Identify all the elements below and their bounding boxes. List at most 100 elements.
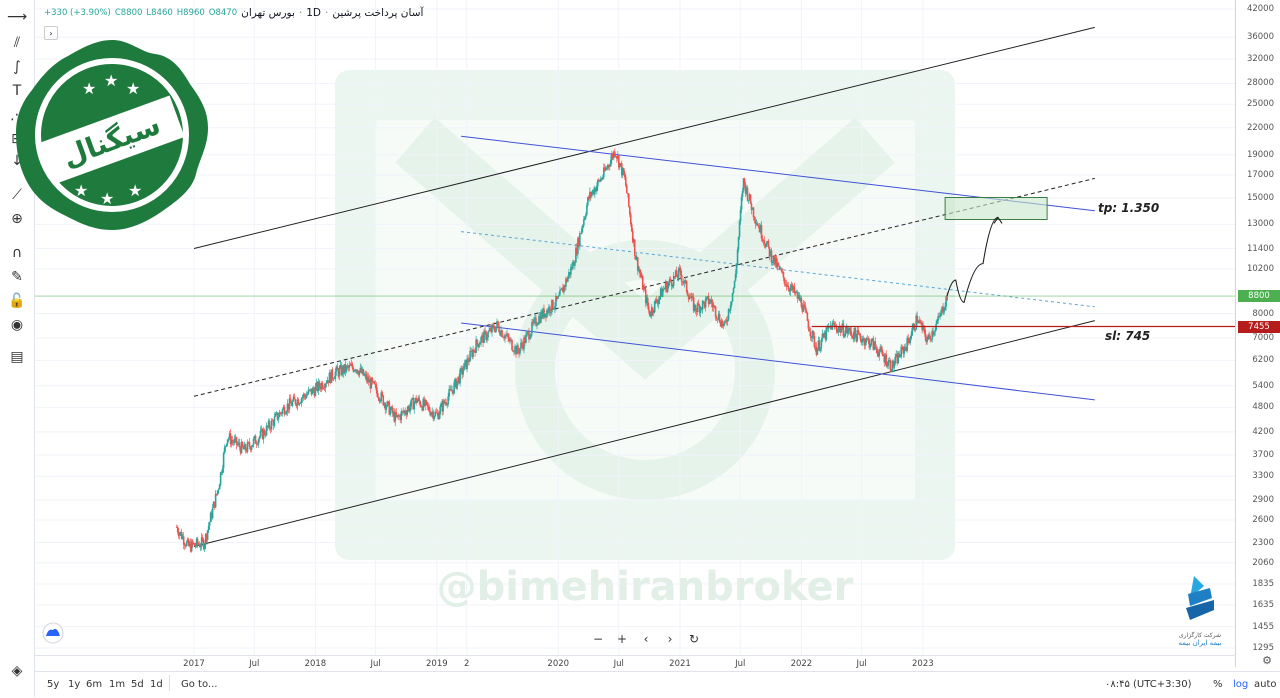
candle-body — [733, 280, 736, 288]
candle-body — [472, 349, 474, 357]
range-6m[interactable]: 6m — [86, 679, 103, 690]
log-toggle[interactable]: log — [1233, 679, 1249, 690]
range-1d[interactable]: 1d — [150, 679, 163, 690]
time-axis[interactable]: 2017 Jul 2018 Jul 2019 2 2020 Jul 2021 Jul 2022 Jul… — [35, 655, 1236, 670]
candle-body — [560, 289, 562, 291]
magnet-icon[interactable]: ∩ — [11, 245, 23, 261]
candle-body — [901, 346, 904, 348]
candle-body — [853, 327, 856, 340]
range-1y[interactable]: 1y — [68, 679, 81, 690]
candle-body — [567, 276, 569, 282]
candle-body — [398, 415, 401, 417]
trendline-tool-icon[interactable]: ⫽ — [13, 35, 21, 51]
candle-body — [930, 339, 932, 341]
candle-body — [713, 305, 716, 307]
candle-body — [858, 333, 861, 335]
reset-chart-button[interactable]: ↻ — [688, 632, 700, 646]
candle-body — [907, 337, 909, 341]
lock-drawings-icon[interactable]: ✎ — [11, 269, 23, 285]
candle-body — [324, 384, 327, 389]
candle-body — [640, 276, 643, 278]
candle-body — [578, 238, 580, 246]
candle-body — [939, 316, 941, 317]
candle-body — [517, 345, 519, 352]
candle-body — [694, 304, 697, 312]
candle-body — [675, 270, 678, 277]
candle-body — [920, 322, 922, 323]
collapse-legend-button[interactable]: › — [44, 26, 58, 40]
cloud-icon[interactable] — [42, 622, 64, 644]
candle-body — [906, 337, 908, 351]
candle-body — [363, 374, 366, 376]
candle-body — [478, 344, 480, 348]
candle-body — [808, 328, 811, 332]
candle-body — [345, 365, 348, 372]
layers-icon[interactable]: ◈ — [11, 663, 23, 679]
candle-body — [411, 398, 414, 400]
candle-body — [839, 326, 842, 333]
zoom-icon[interactable]: ⊕ — [11, 211, 23, 227]
interval-label[interactable]: 1D — [306, 7, 321, 19]
trash-icon[interactable]: ▤ — [10, 349, 24, 365]
candle-body — [630, 224, 633, 232]
candle-body — [931, 331, 933, 340]
price-axis[interactable]: 42000 36000 32000 28000 25000 22000 19000 17000… — [1235, 0, 1280, 667]
candle-body — [585, 214, 587, 218]
candle-body — [461, 368, 463, 375]
star-icon: ★ — [100, 189, 114, 208]
candle-body — [210, 512, 213, 519]
candle-body — [632, 239, 635, 243]
candle-body — [291, 401, 294, 406]
candle-body — [396, 415, 399, 417]
candle-body — [196, 538, 199, 545]
candle-body — [441, 403, 443, 412]
range-5y[interactable]: 5y — [47, 679, 60, 690]
candle-body — [528, 331, 530, 340]
percent-toggle[interactable]: % — [1213, 679, 1223, 690]
text-tool-icon[interactable]: T — [12, 83, 22, 99]
candle-body — [674, 270, 677, 277]
candle-body — [704, 299, 707, 308]
eye-icon[interactable]: ◉ — [10, 317, 24, 333]
ruler-icon[interactable]: ⟋ — [12, 187, 22, 203]
candle-body — [814, 346, 817, 348]
candle-body — [889, 360, 892, 370]
candle-body — [325, 383, 328, 385]
candle-body — [751, 207, 754, 210]
candle-body — [313, 390, 316, 397]
close-value: C8800 — [114, 8, 143, 18]
lock-icon[interactable]: 🔓 — [8, 293, 26, 309]
candle-body — [665, 282, 668, 292]
settings-gear-icon[interactable]: ⚙ — [1262, 654, 1272, 667]
candle-body — [492, 324, 494, 326]
scroll-right-button[interactable]: › — [667, 632, 673, 646]
symbol-name[interactable]: آسان پرداخت پرشین — [332, 7, 424, 19]
price-chart[interactable]: @bimehiranbroker tp: 1.350 sl: 745 — [35, 0, 1271, 655]
candle-body — [619, 163, 622, 164]
brush-icon[interactable]: ∫ — [13, 59, 21, 75]
candle-body — [198, 544, 201, 548]
candle-body — [864, 342, 867, 346]
range-1m[interactable]: 1m — [109, 679, 126, 690]
arrow-down-icon[interactable]: ↓ — [11, 153, 23, 169]
zoom-out-button[interactable]: − — [592, 632, 604, 646]
range-5d[interactable]: 5d — [131, 679, 144, 690]
crosshair-icon[interactable]: ⟶ — [6, 9, 28, 25]
auto-toggle[interactable]: auto — [1254, 679, 1277, 690]
trendline — [461, 231, 1095, 308]
goto-button[interactable]: Go to... — [181, 679, 218, 690]
zoom-in-button[interactable]: + — [616, 632, 628, 646]
clock-display[interactable]: ۰۸:۴۵ (UTC+3:30) — [1105, 679, 1192, 690]
candle-body — [508, 337, 510, 342]
candle-body — [794, 292, 797, 294]
price-tick: 1455 — [1252, 621, 1274, 632]
candle-body — [637, 269, 640, 271]
candle-body — [231, 440, 234, 442]
candle-body — [468, 361, 470, 362]
candle-body — [257, 439, 260, 445]
candle-body — [909, 338, 911, 343]
candle-body — [237, 442, 240, 445]
candle-body — [450, 389, 452, 392]
candle-body — [452, 390, 454, 394]
scroll-left-button[interactable]: ‹ — [643, 632, 649, 646]
